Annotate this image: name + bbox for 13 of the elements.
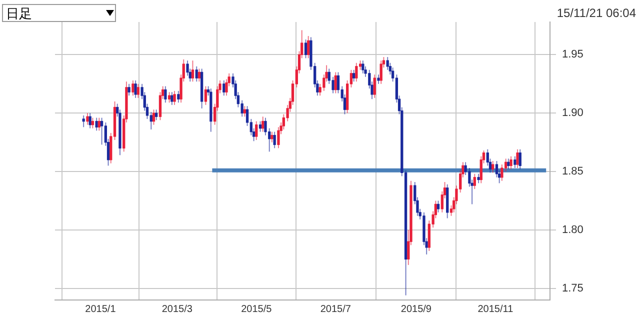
x-tick-label: 2015/1 bbox=[85, 304, 116, 315]
x-tick-label: 2015/9 bbox=[400, 304, 432, 315]
x-tick-label: 2015/3 bbox=[162, 304, 193, 315]
y-tick-label: 1.75 bbox=[562, 282, 584, 294]
x-tick-label: 2015/7 bbox=[320, 304, 352, 315]
x-tick-label: 2015/5 bbox=[241, 304, 272, 315]
y-tick-label: 1.95 bbox=[562, 48, 584, 61]
text: 15/11/21 06:04 bbox=[556, 6, 636, 20]
text: 日足 bbox=[2, 4, 116, 22]
x-tick-label: 2015/11 bbox=[478, 304, 514, 315]
y-tick-label: 1.85 bbox=[562, 166, 584, 178]
y-tick-label: 1.80 bbox=[562, 224, 584, 236]
y-tick-label: 1.90 bbox=[562, 107, 584, 120]
